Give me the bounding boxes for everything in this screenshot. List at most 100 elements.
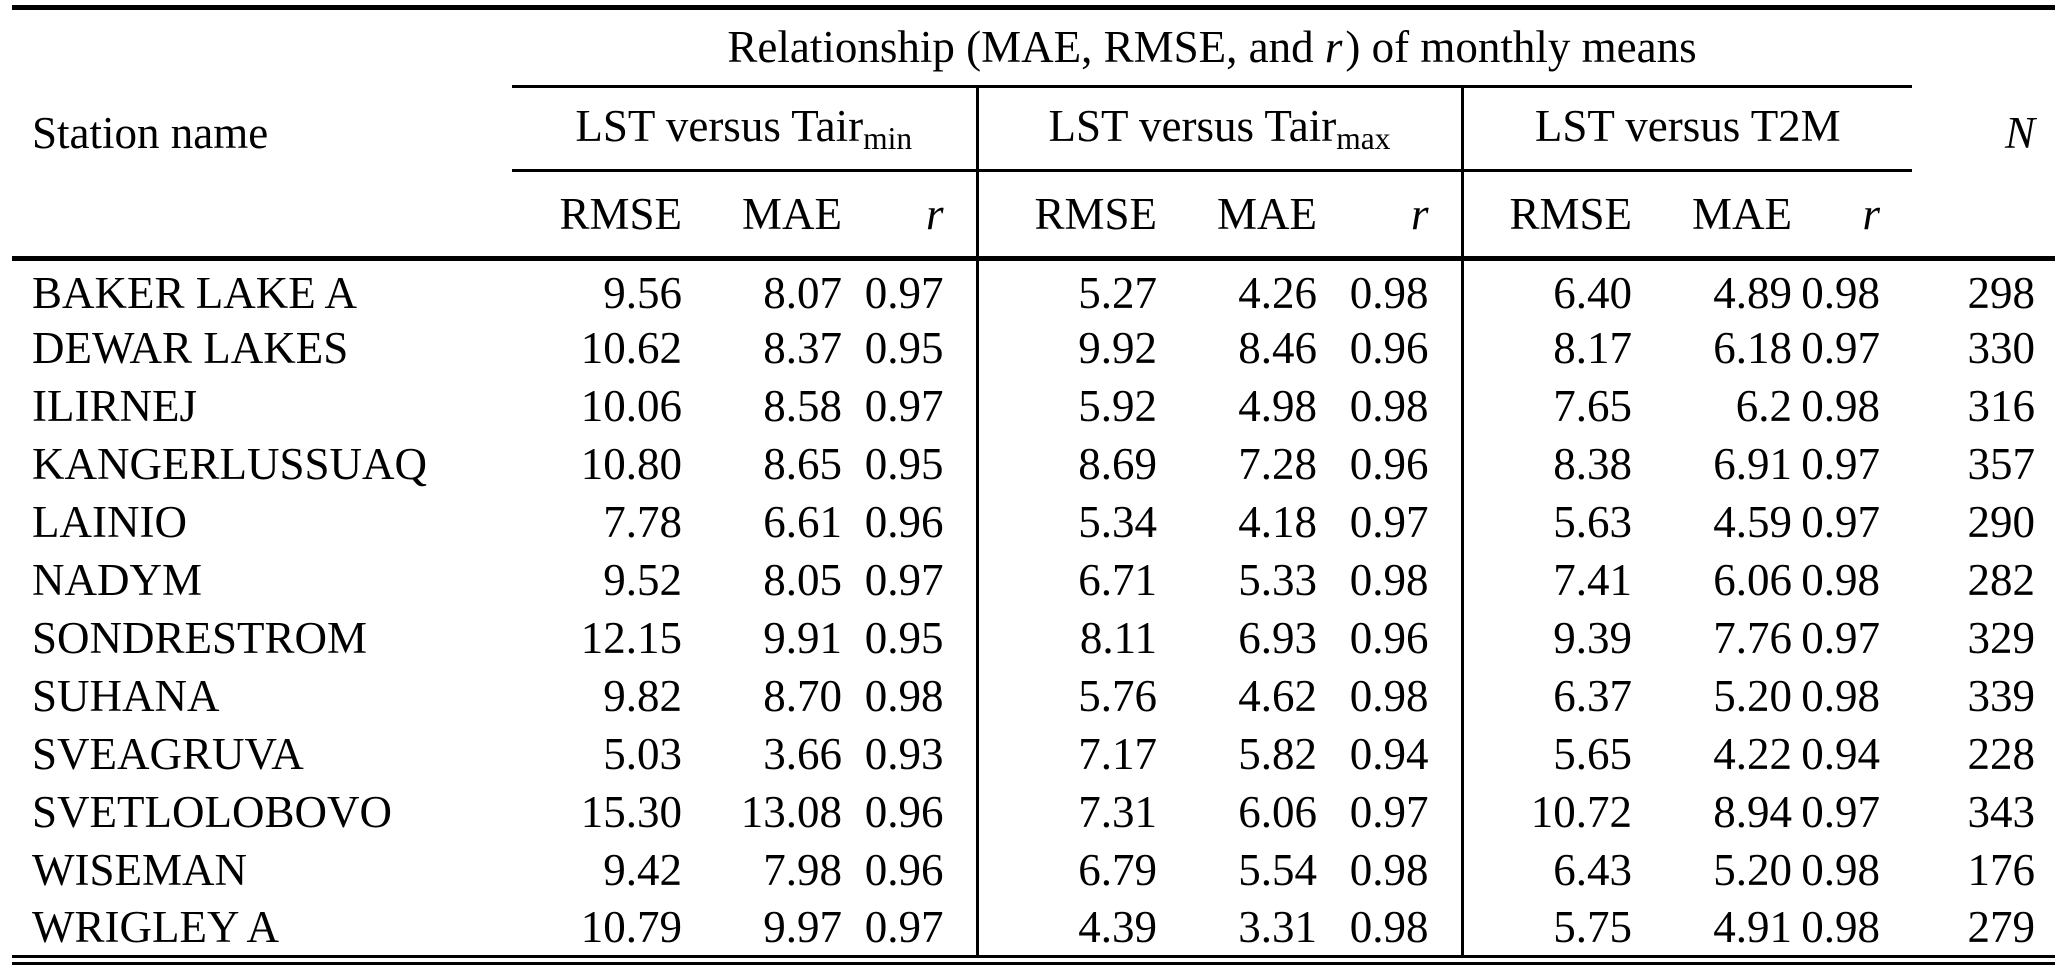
n-cell: 176 bbox=[1967, 844, 2036, 895]
paper-table-container: Station name Relationship (MAE, RMSE, an… bbox=[12, 5, 2056, 965]
t2m-mae-cell: 5.20 bbox=[1713, 670, 1792, 721]
tairmin-r-cell: 0.97 bbox=[864, 554, 944, 605]
t2m-mae-cell: 4.59 bbox=[1713, 496, 1792, 547]
tairmin-r-cell: 0.95 bbox=[864, 612, 944, 663]
tairmax-rmse-cell: 9.92 bbox=[975, 318, 1157, 377]
t2m-r-cell: 0.98 bbox=[1801, 670, 1881, 721]
t2m-mae-cell: 6.06 bbox=[1713, 554, 1792, 605]
table-row: DEWAR LAKES 10.62 8.37 0.95 9.92 8.46 0.… bbox=[12, 318, 2055, 377]
tairmin-r-cell: 0.95 bbox=[864, 322, 944, 373]
t2m-r-cell: 0.97 bbox=[1801, 612, 1881, 663]
tairmax-rmse-cell: 6.79 bbox=[975, 840, 1157, 899]
group-tairmin-subscript: min bbox=[863, 120, 913, 156]
t2m-r-cell: 0.97 bbox=[1801, 786, 1881, 837]
tairmin-mae-cell: 6.61 bbox=[763, 496, 842, 547]
tairmin-r-cell: 0.96 bbox=[864, 496, 944, 547]
station-name-cell: SONDRESTROM bbox=[32, 612, 368, 663]
tairmax-rmse-header: RMSE bbox=[975, 170, 1157, 261]
title-row: Station name Relationship (MAE, RMSE, an… bbox=[12, 10, 2056, 261]
tairmax-rmse-cell: 7.17 bbox=[975, 724, 1157, 783]
tairmin-rmse-cell: 5.03 bbox=[603, 728, 682, 779]
t2m-r-cell: 0.98 bbox=[1801, 901, 1881, 952]
tairmin-r-cell: 0.93 bbox=[864, 728, 944, 779]
tairmax-mae-cell: 5.33 bbox=[1238, 554, 1317, 605]
t2m-rmse-cell: 7.65 bbox=[1460, 376, 1632, 435]
t2m-mae-cell: 6.18 bbox=[1713, 322, 1792, 373]
tairmax-mae-cell: 4.98 bbox=[1238, 380, 1317, 431]
tairmax-rmse-cell: 5.27 bbox=[975, 258, 1157, 319]
t2m-rmse-cell: 9.39 bbox=[1460, 608, 1632, 667]
n-column-header: N bbox=[1912, 10, 2056, 261]
table-header: Station name Relationship (MAE, RMSE, an… bbox=[12, 10, 2056, 261]
group-t2m-label: LST versus T2M bbox=[1534, 100, 1841, 151]
t2m-rmse-cell: 6.40 bbox=[1460, 258, 1632, 319]
subheader-row: RMSE MAE r RMSE MAE r RMSE MAE r bbox=[12, 170, 2055, 261]
t2m-mae-cell: 6.2 bbox=[1735, 380, 1792, 431]
tairmin-rmse-cell: 9.42 bbox=[603, 844, 682, 895]
station-name-cell: SUHANA bbox=[32, 670, 220, 721]
t2m-rmse-cell: 5.63 bbox=[1460, 492, 1632, 551]
tairmin-r-cell: 0.96 bbox=[864, 844, 944, 895]
station-name-cell: WISEMAN bbox=[32, 844, 247, 895]
station-name-cell: BAKER LAKE A bbox=[32, 267, 357, 318]
tairmax-r-cell: 0.98 bbox=[1349, 554, 1429, 605]
tairmin-rmse-cell: 10.79 bbox=[580, 901, 682, 952]
table-row: WRIGLEY A 10.79 9.97 0.97 4.39 3.31 0.98… bbox=[12, 898, 2055, 957]
group-header-tairmin: LST versus Tairmin bbox=[512, 86, 977, 172]
station-name-cell: SVEAGRUVA bbox=[32, 728, 304, 779]
tairmin-r-cell: 0.98 bbox=[864, 670, 944, 721]
tairmin-rmse-cell: 15.30 bbox=[580, 786, 682, 837]
t2m-rmse-header: RMSE bbox=[1460, 170, 1632, 261]
tairmax-mae-header: MAE bbox=[1157, 170, 1317, 261]
t2m-r-cell: 0.98 bbox=[1801, 380, 1881, 431]
table-row: WISEMAN 9.42 7.98 0.96 6.79 5.54 0.98 6.… bbox=[12, 840, 2055, 899]
t2m-mae-cell: 8.94 bbox=[1713, 786, 1792, 837]
tairmin-r-cell: 0.97 bbox=[864, 380, 944, 431]
t2m-rmse-cell: 5.65 bbox=[1460, 724, 1632, 783]
tairmax-mae-cell: 5.54 bbox=[1238, 844, 1317, 895]
tairmax-r-cell: 0.98 bbox=[1349, 901, 1429, 952]
tairmin-mae-cell: 9.91 bbox=[763, 612, 842, 663]
t2m-rmse-cell: 8.38 bbox=[1460, 434, 1632, 493]
t2m-r-cell: 0.98 bbox=[1801, 844, 1881, 895]
t2m-rmse-cell: 6.37 bbox=[1460, 666, 1632, 725]
n-cell: 228 bbox=[1967, 728, 2036, 779]
tairmax-r-header: r bbox=[1317, 170, 1462, 261]
tairmin-mae-cell: 8.05 bbox=[763, 554, 842, 605]
tairmax-r-cell: 0.96 bbox=[1349, 612, 1429, 663]
station-name-cell: NADYM bbox=[32, 554, 203, 605]
tairmin-rmse-cell: 10.62 bbox=[580, 322, 682, 373]
tairmin-r-cell: 0.96 bbox=[864, 786, 944, 837]
tairmax-r-cell: 0.97 bbox=[1349, 786, 1429, 837]
table-body: BAKER LAKE A 9.56 8.07 0.97 5.27 4.26 0.… bbox=[12, 258, 2055, 957]
table-title: Relationship (MAE, RMSE, and r) of month… bbox=[512, 10, 1913, 88]
tairmin-rmse-cell: 9.52 bbox=[603, 554, 682, 605]
t2m-r-cell: 0.97 bbox=[1801, 496, 1881, 547]
t2m-mae-header: MAE bbox=[1632, 170, 1792, 261]
n-cell: 330 bbox=[1967, 322, 2036, 373]
t2m-mae-cell: 5.20 bbox=[1713, 844, 1792, 895]
tairmax-mae-cell: 4.26 bbox=[1238, 267, 1317, 318]
tairmin-rmse-cell: 9.56 bbox=[603, 267, 682, 318]
station-name-cell: LAINIO bbox=[32, 496, 187, 547]
tairmin-r-header: r bbox=[842, 170, 977, 261]
tairmin-mae-cell: 3.66 bbox=[763, 728, 842, 779]
table-row: SVEAGRUVA 5.03 3.66 0.93 7.17 5.82 0.94 … bbox=[12, 724, 2055, 783]
t2m-mae-cell: 7.76 bbox=[1713, 612, 1792, 663]
tairmax-mae-cell: 4.62 bbox=[1238, 670, 1317, 721]
tairmax-rmse-cell: 8.11 bbox=[975, 608, 1157, 667]
group-tairmin-label: LST versus Tair bbox=[575, 100, 864, 151]
tairmin-mae-cell: 7.98 bbox=[763, 844, 842, 895]
tairmax-rmse-cell: 7.31 bbox=[975, 782, 1157, 841]
n-cell: 357 bbox=[1967, 438, 2036, 489]
t2m-rmse-cell: 8.17 bbox=[1460, 318, 1632, 377]
t2m-rmse-cell: 7.41 bbox=[1460, 550, 1632, 609]
table-row: BAKER LAKE A 9.56 8.07 0.97 5.27 4.26 0.… bbox=[12, 258, 2055, 319]
t2m-r-cell: 0.94 bbox=[1801, 728, 1881, 779]
tairmin-mae-cell: 8.65 bbox=[763, 438, 842, 489]
tairmin-mae-cell: 8.58 bbox=[763, 380, 842, 431]
t2m-mae-cell: 4.91 bbox=[1713, 901, 1792, 952]
tairmax-r-cell: 0.94 bbox=[1349, 728, 1429, 779]
tairmax-mae-cell: 4.18 bbox=[1238, 496, 1317, 547]
tairmax-mae-cell: 6.93 bbox=[1238, 612, 1317, 663]
